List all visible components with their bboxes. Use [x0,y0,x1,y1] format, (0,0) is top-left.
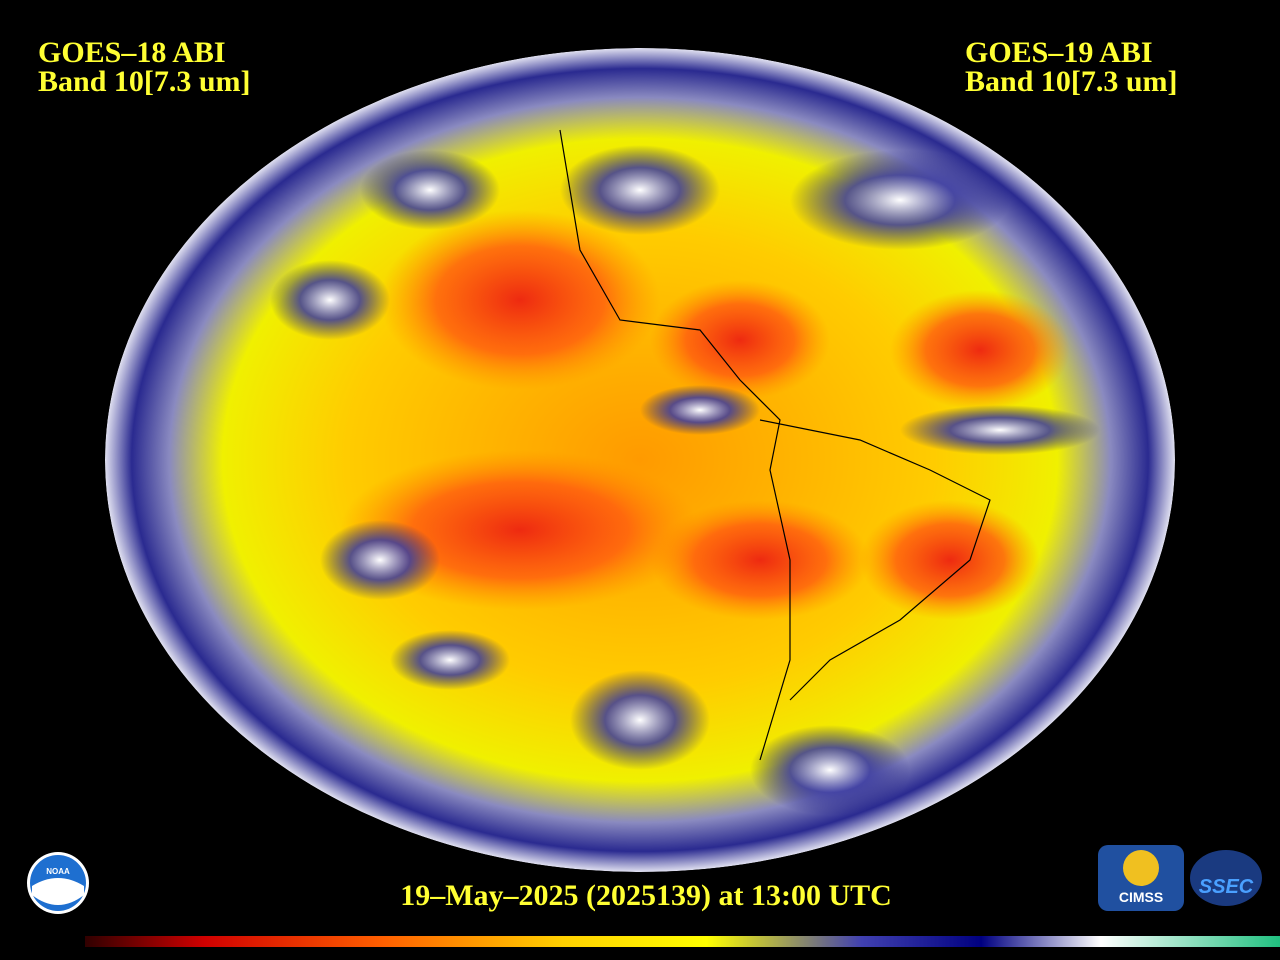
timestamp: 19–May–2025 (2025139) at 13:00 UTC [400,879,892,912]
cimss-text: CIMSS [1119,889,1163,905]
noaa-text: NOAA [46,867,70,876]
cimss-logo: CIMSS [1098,845,1184,911]
globe-image [105,48,1175,872]
noaa-logo: NOAA [27,852,89,914]
left-title: GOES–18 ABI [38,36,226,69]
color-bar [85,936,1280,947]
left-band: Band 10[7.3 um] [38,65,251,98]
ssec-text: SSEC [1199,876,1254,898]
ssec-logo: SSEC [1190,850,1262,906]
footer-text: GOES–18 ABI AND GOES–19 ABI IN MOLLWEIDE… [100,948,893,960]
coastline [559,129,991,761]
right-band: Band 10[7.3 um] [965,65,1178,98]
right-title: GOES–19 ABI [965,36,1153,69]
